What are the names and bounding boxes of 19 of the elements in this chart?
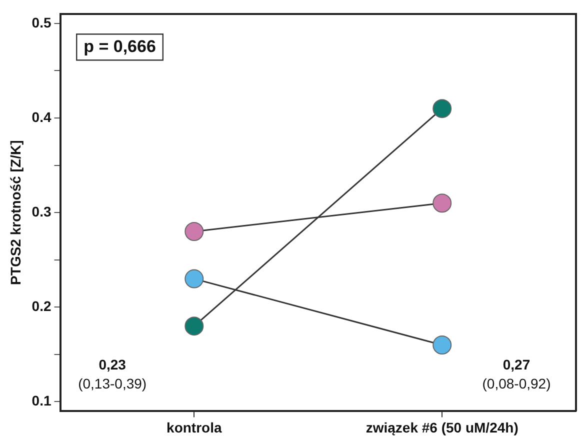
y-tick-label: 0.2: [32, 298, 52, 314]
annotation: p = 0,666: [84, 36, 156, 56]
annotation: 0,23: [98, 356, 126, 373]
y-tick-label: 0.1: [32, 392, 52, 409]
point: [432, 336, 452, 354]
annotation: 0,27: [502, 356, 530, 373]
point: [184, 316, 204, 336]
y-tick-label: 0.5: [32, 14, 52, 30]
annotation: (0,13-0,39): [78, 376, 147, 392]
point: [184, 269, 204, 288]
annotation: (0,08-0,92): [482, 376, 551, 392]
point: [432, 194, 452, 213]
point: [432, 99, 452, 118]
point: [184, 222, 204, 242]
y-tick-label: 0.3: [32, 203, 52, 220]
x-tick-label: związek #6 (50 uM/24h): [366, 419, 518, 436]
x-tick-label: kontrola: [166, 419, 222, 436]
y-axis-title: PTGS2 krotność [Z/K]: [7, 140, 24, 285]
y-tick-label: 0.4: [32, 108, 52, 125]
